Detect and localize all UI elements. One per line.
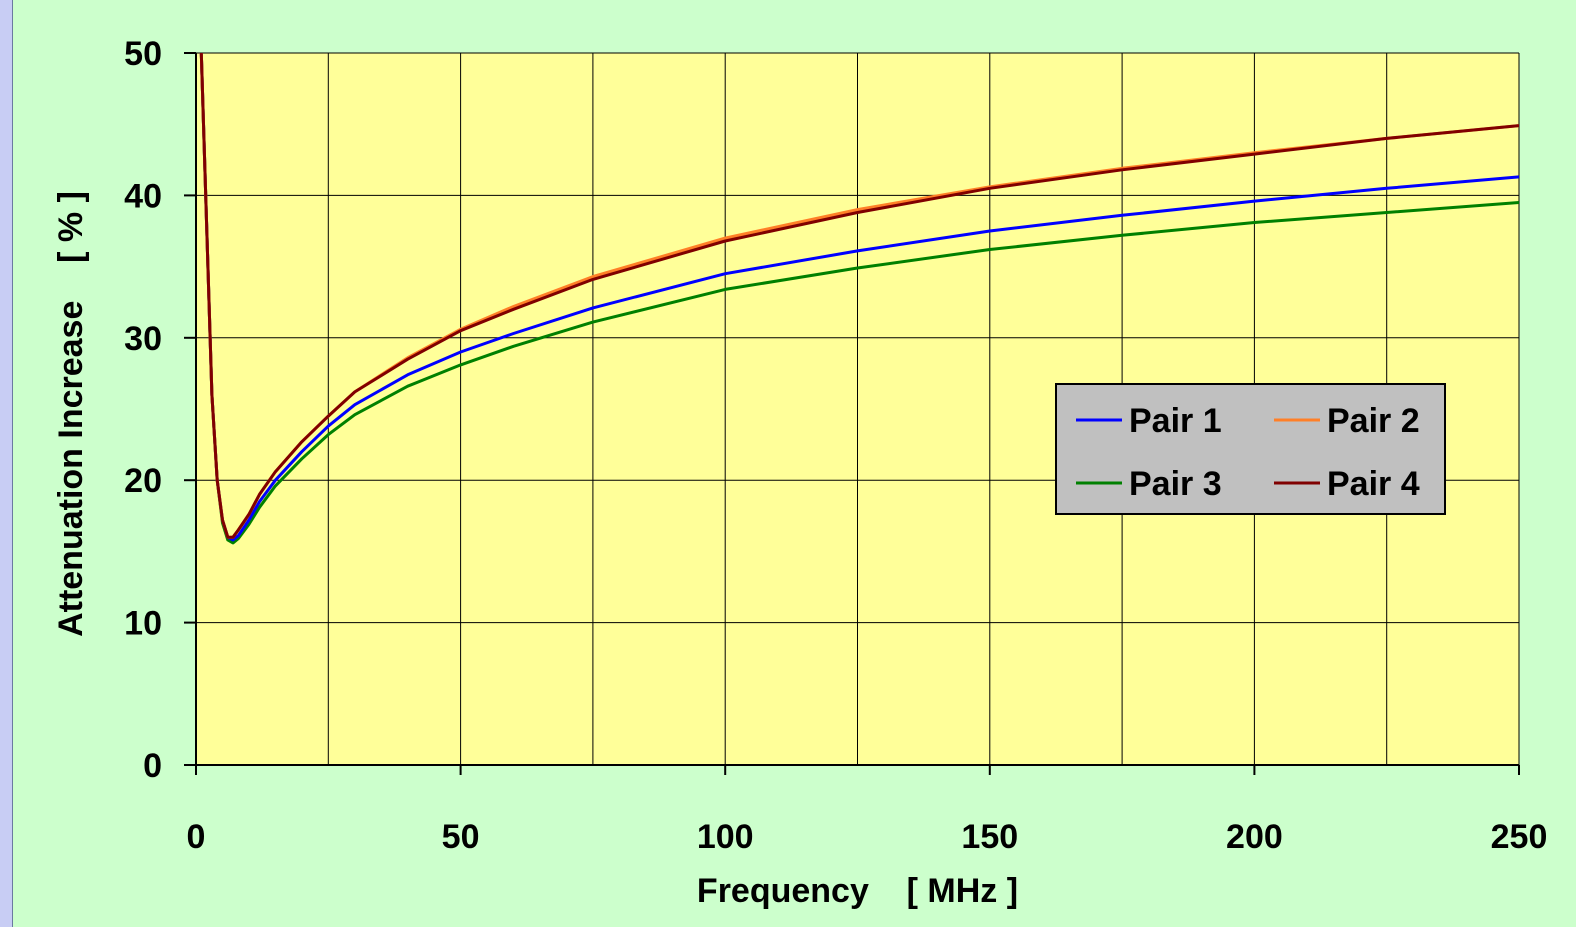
x-tick-label: 50 (442, 818, 480, 856)
legend-label-3: Pair 3 (1129, 465, 1222, 503)
series-line-4 (199, 53, 1519, 539)
x-tick-label: 150 (961, 818, 1018, 856)
left-edge-strip (0, 0, 12, 927)
axes (184, 52, 1520, 775)
x-axis-title: Frequency [ MHz ] (697, 872, 1018, 910)
y-tick-label: 0 (143, 747, 162, 785)
legend-label-1: Pair 1 (1129, 402, 1222, 440)
legend: Pair 1 Pair 2 Pair 3 Pair 4 (1055, 383, 1446, 515)
x-tick-label: 250 (1491, 818, 1548, 856)
y-tick-label: 30 (124, 320, 162, 358)
y-tick-label: 20 (124, 462, 162, 500)
legend-box (1055, 383, 1446, 515)
series-lines (199, 53, 1519, 545)
gridlines (196, 52, 1520, 765)
legend-label-4: Pair 4 (1327, 465, 1420, 503)
legend-label-2: Pair 2 (1327, 402, 1420, 440)
y-tick-label: 40 (124, 177, 162, 215)
y-axis-title: Attenuation Increase [ % ] (52, 191, 90, 637)
x-tick-label: 0 (187, 818, 206, 856)
y-tick-label: 50 (124, 35, 162, 73)
x-tick-label: 100 (697, 818, 754, 856)
tick-labels: 0 10 20 30 40 50 0 50 100 150 200 250 (124, 35, 1547, 856)
y-tick-label: 10 (124, 605, 162, 643)
x-tick-label: 200 (1226, 818, 1283, 856)
